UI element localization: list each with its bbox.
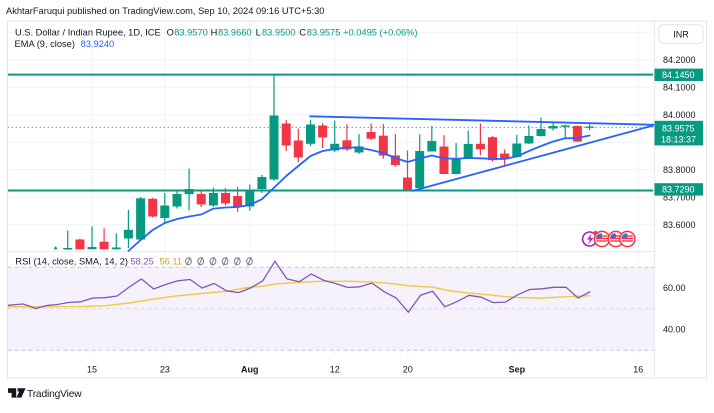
svg-text:83.9660: 83.9660 (218, 27, 252, 37)
svg-text:84.1000: 84.1000 (663, 82, 696, 92)
svg-text:+0.0495 (+0.06%): +0.0495 (+0.06%) (343, 27, 417, 37)
svg-text:40.00: 40.00 (663, 325, 686, 335)
svg-text:Aug: Aug (241, 365, 259, 375)
svg-text:83.7000: 83.7000 (663, 192, 696, 202)
svg-text:Sep: Sep (509, 365, 526, 375)
svg-text:C: C (299, 27, 306, 37)
svg-text:83.7290: 83.7290 (662, 185, 695, 195)
svg-text:AkhtarFaruqui published on Tra: AkhtarFaruqui published on TradingView.c… (6, 6, 324, 16)
svg-text:TradingView: TradingView (27, 389, 82, 400)
svg-text:56.11: 56.11 (160, 256, 183, 266)
svg-text:83.9575: 83.9575 (662, 124, 695, 134)
svg-text:58.25: 58.25 (131, 256, 154, 266)
svg-text:INR: INR (673, 29, 689, 39)
svg-text:83.9240: 83.9240 (81, 39, 115, 49)
svg-text:12: 12 (330, 365, 340, 375)
svg-text:16: 16 (633, 365, 643, 375)
svg-text:84.1450: 84.1450 (662, 70, 695, 80)
svg-text:84.0000: 84.0000 (663, 110, 696, 120)
svg-text:83.6000: 83.6000 (663, 220, 696, 230)
svg-text:83.9570: 83.9570 (174, 27, 208, 37)
svg-text:23: 23 (160, 365, 170, 375)
svg-text:83.9500: 83.9500 (262, 27, 296, 37)
svg-text:60.00: 60.00 (663, 283, 686, 293)
svg-text:15: 15 (87, 365, 97, 375)
svg-text:O: O (167, 27, 174, 37)
svg-text:U.S. Dollar / Indian Rupee, 1D: U.S. Dollar / Indian Rupee, 1D, ICE (15, 27, 161, 37)
svg-text:20: 20 (403, 365, 413, 375)
svg-text:RSI (14, close, SMA, 14, 2): RSI (14, close, SMA, 14, 2) (15, 256, 128, 266)
svg-text:L: L (256, 27, 261, 37)
svg-text:H: H (211, 27, 218, 37)
svg-text:83.8000: 83.8000 (663, 165, 696, 175)
svg-text:18:13:37: 18:13:37 (661, 135, 696, 145)
svg-text:84.2000: 84.2000 (663, 55, 696, 65)
svg-text:83.9575: 83.9575 (307, 27, 341, 37)
svg-text:EMA (9, close): EMA (9, close) (15, 39, 75, 49)
